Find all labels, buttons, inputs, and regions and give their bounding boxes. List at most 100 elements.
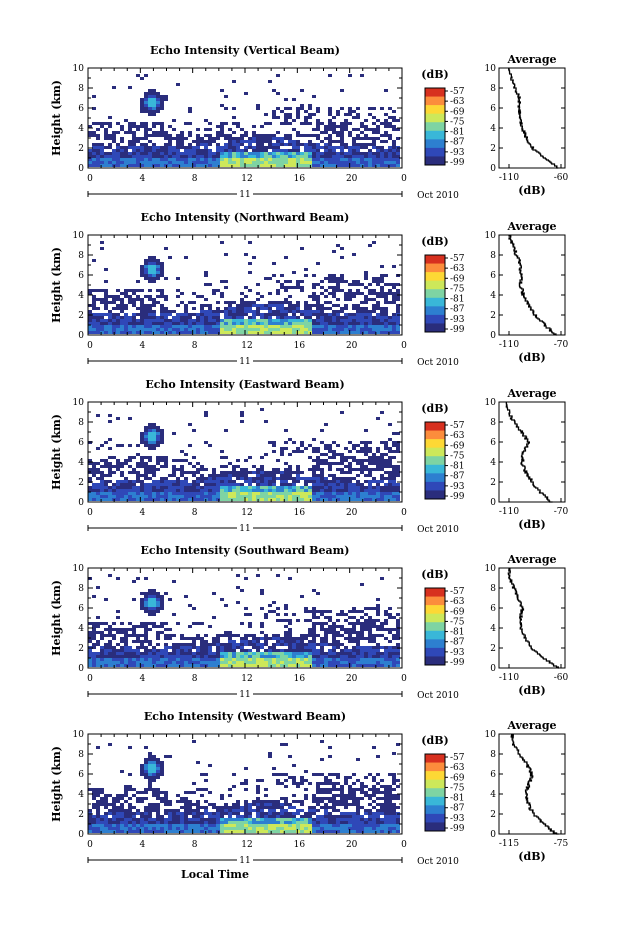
heatmap-cell — [188, 492, 192, 495]
heatmap-cell — [224, 152, 228, 155]
heatmap-cell — [112, 328, 116, 331]
heatmap-cell — [372, 655, 376, 658]
heatmap-cell — [384, 113, 388, 116]
heatmap-cell — [396, 310, 400, 313]
heatmap-cell — [224, 643, 228, 646]
x-tick-label: 0 — [87, 508, 93, 518]
heatmap-cell — [156, 607, 160, 610]
heatmap-cell — [152, 101, 156, 104]
heatmap-cell — [332, 122, 336, 125]
heatmap-cell — [156, 110, 160, 113]
heatmap-cell — [176, 827, 180, 830]
heatmap-cell — [372, 161, 376, 164]
heatmap-cell — [88, 658, 92, 661]
heatmap-cell — [204, 495, 208, 498]
heatmap-cell — [208, 661, 212, 664]
heatmap-cell — [252, 658, 256, 661]
heatmap-cell — [144, 477, 148, 480]
heatmap-cell — [356, 480, 360, 483]
heatmap-cell — [356, 280, 360, 283]
heatmap-cell — [176, 661, 180, 664]
heatmap-cell — [360, 622, 364, 625]
heatmap-cell — [92, 658, 96, 661]
heatmap-cell — [316, 110, 320, 113]
heatmap-cell — [316, 122, 320, 125]
heatmap-cell — [228, 152, 232, 155]
heatmap-cell — [184, 824, 188, 827]
heatmap-cell — [204, 640, 208, 643]
heatmap-cell — [228, 128, 232, 131]
heatmap-cell — [316, 143, 320, 146]
heatmap-cell — [112, 827, 116, 830]
heatmap-cell — [324, 637, 328, 640]
heatmap-cell — [396, 658, 400, 661]
heatmap-cell — [312, 143, 316, 146]
heatmap-cell — [344, 325, 348, 328]
heatmap-cell — [332, 486, 336, 489]
heatmap-cell — [336, 631, 340, 634]
heatmap-cell — [332, 622, 336, 625]
heatmap-cell — [224, 146, 228, 149]
heatmap-cell — [328, 465, 332, 468]
x-tick-label: 16 — [294, 341, 306, 351]
heatmap-cell — [272, 89, 276, 92]
heatmap-cell — [176, 143, 180, 146]
heatmap-cell — [176, 277, 180, 280]
heatmap-cell — [244, 492, 248, 495]
heatmap-cell — [184, 149, 188, 152]
heatmap-cell — [124, 152, 128, 155]
heatmap-cell — [352, 155, 356, 158]
heatmap-cell — [348, 131, 352, 134]
heatmap-cell — [360, 307, 364, 310]
heatmap-cell — [152, 429, 156, 432]
heatmap-cell — [256, 655, 260, 658]
heatmap-cell — [140, 827, 144, 830]
heatmap-cell — [188, 325, 192, 328]
heatmap-cell — [312, 643, 316, 646]
heatmap-cell — [100, 489, 104, 492]
heatmap-cell — [176, 289, 180, 292]
heatmap-cell — [152, 622, 156, 625]
heatmap-cell — [144, 444, 148, 447]
heatmap-cell — [120, 803, 124, 806]
heatmap-cell — [132, 661, 136, 664]
heatmap-cell — [316, 489, 320, 492]
heatmap-cell — [272, 134, 276, 137]
heatmap-cell — [120, 325, 124, 328]
heatmap-cell — [268, 310, 272, 313]
heatmap-cell — [180, 319, 184, 322]
heatmap-cell — [128, 746, 132, 749]
heatmap-cell — [240, 331, 244, 334]
heatmap-cell — [276, 652, 280, 655]
heatmap-cell — [316, 301, 320, 304]
heatmap-cell — [312, 610, 316, 613]
heatmap-cell — [148, 149, 152, 152]
heatmap-cell — [148, 146, 152, 149]
heatmap-cell — [224, 661, 228, 664]
x-tick-label: 0 — [401, 674, 407, 684]
heatmap-cell — [192, 498, 196, 501]
heatmap-cell — [180, 812, 184, 815]
heatmap-cell — [148, 459, 152, 462]
heatmap-cell — [276, 140, 280, 143]
heatmap-cell — [252, 655, 256, 658]
heatmap-cell — [352, 313, 356, 316]
heatmap-cell — [312, 161, 316, 164]
heatmap-cell — [364, 661, 368, 664]
heatmap-cell — [292, 152, 296, 155]
heatmap-cell — [172, 325, 176, 328]
heatmap-cell — [292, 652, 296, 655]
heatmap-cell — [248, 289, 252, 292]
heatmap — [88, 74, 400, 167]
heatmap-cell — [280, 316, 284, 319]
heatmap-cell — [144, 646, 148, 649]
heatmap-cell — [228, 322, 232, 325]
heatmap-cell — [368, 328, 372, 331]
heatmap-cell — [152, 432, 156, 435]
heatmap-cell — [344, 646, 348, 649]
heatmap-cell — [160, 432, 164, 435]
colorbar-segment — [425, 139, 445, 149]
heatmap-cell — [180, 328, 184, 331]
heatmap-cell — [176, 486, 180, 489]
heatmap-cell — [356, 444, 360, 447]
